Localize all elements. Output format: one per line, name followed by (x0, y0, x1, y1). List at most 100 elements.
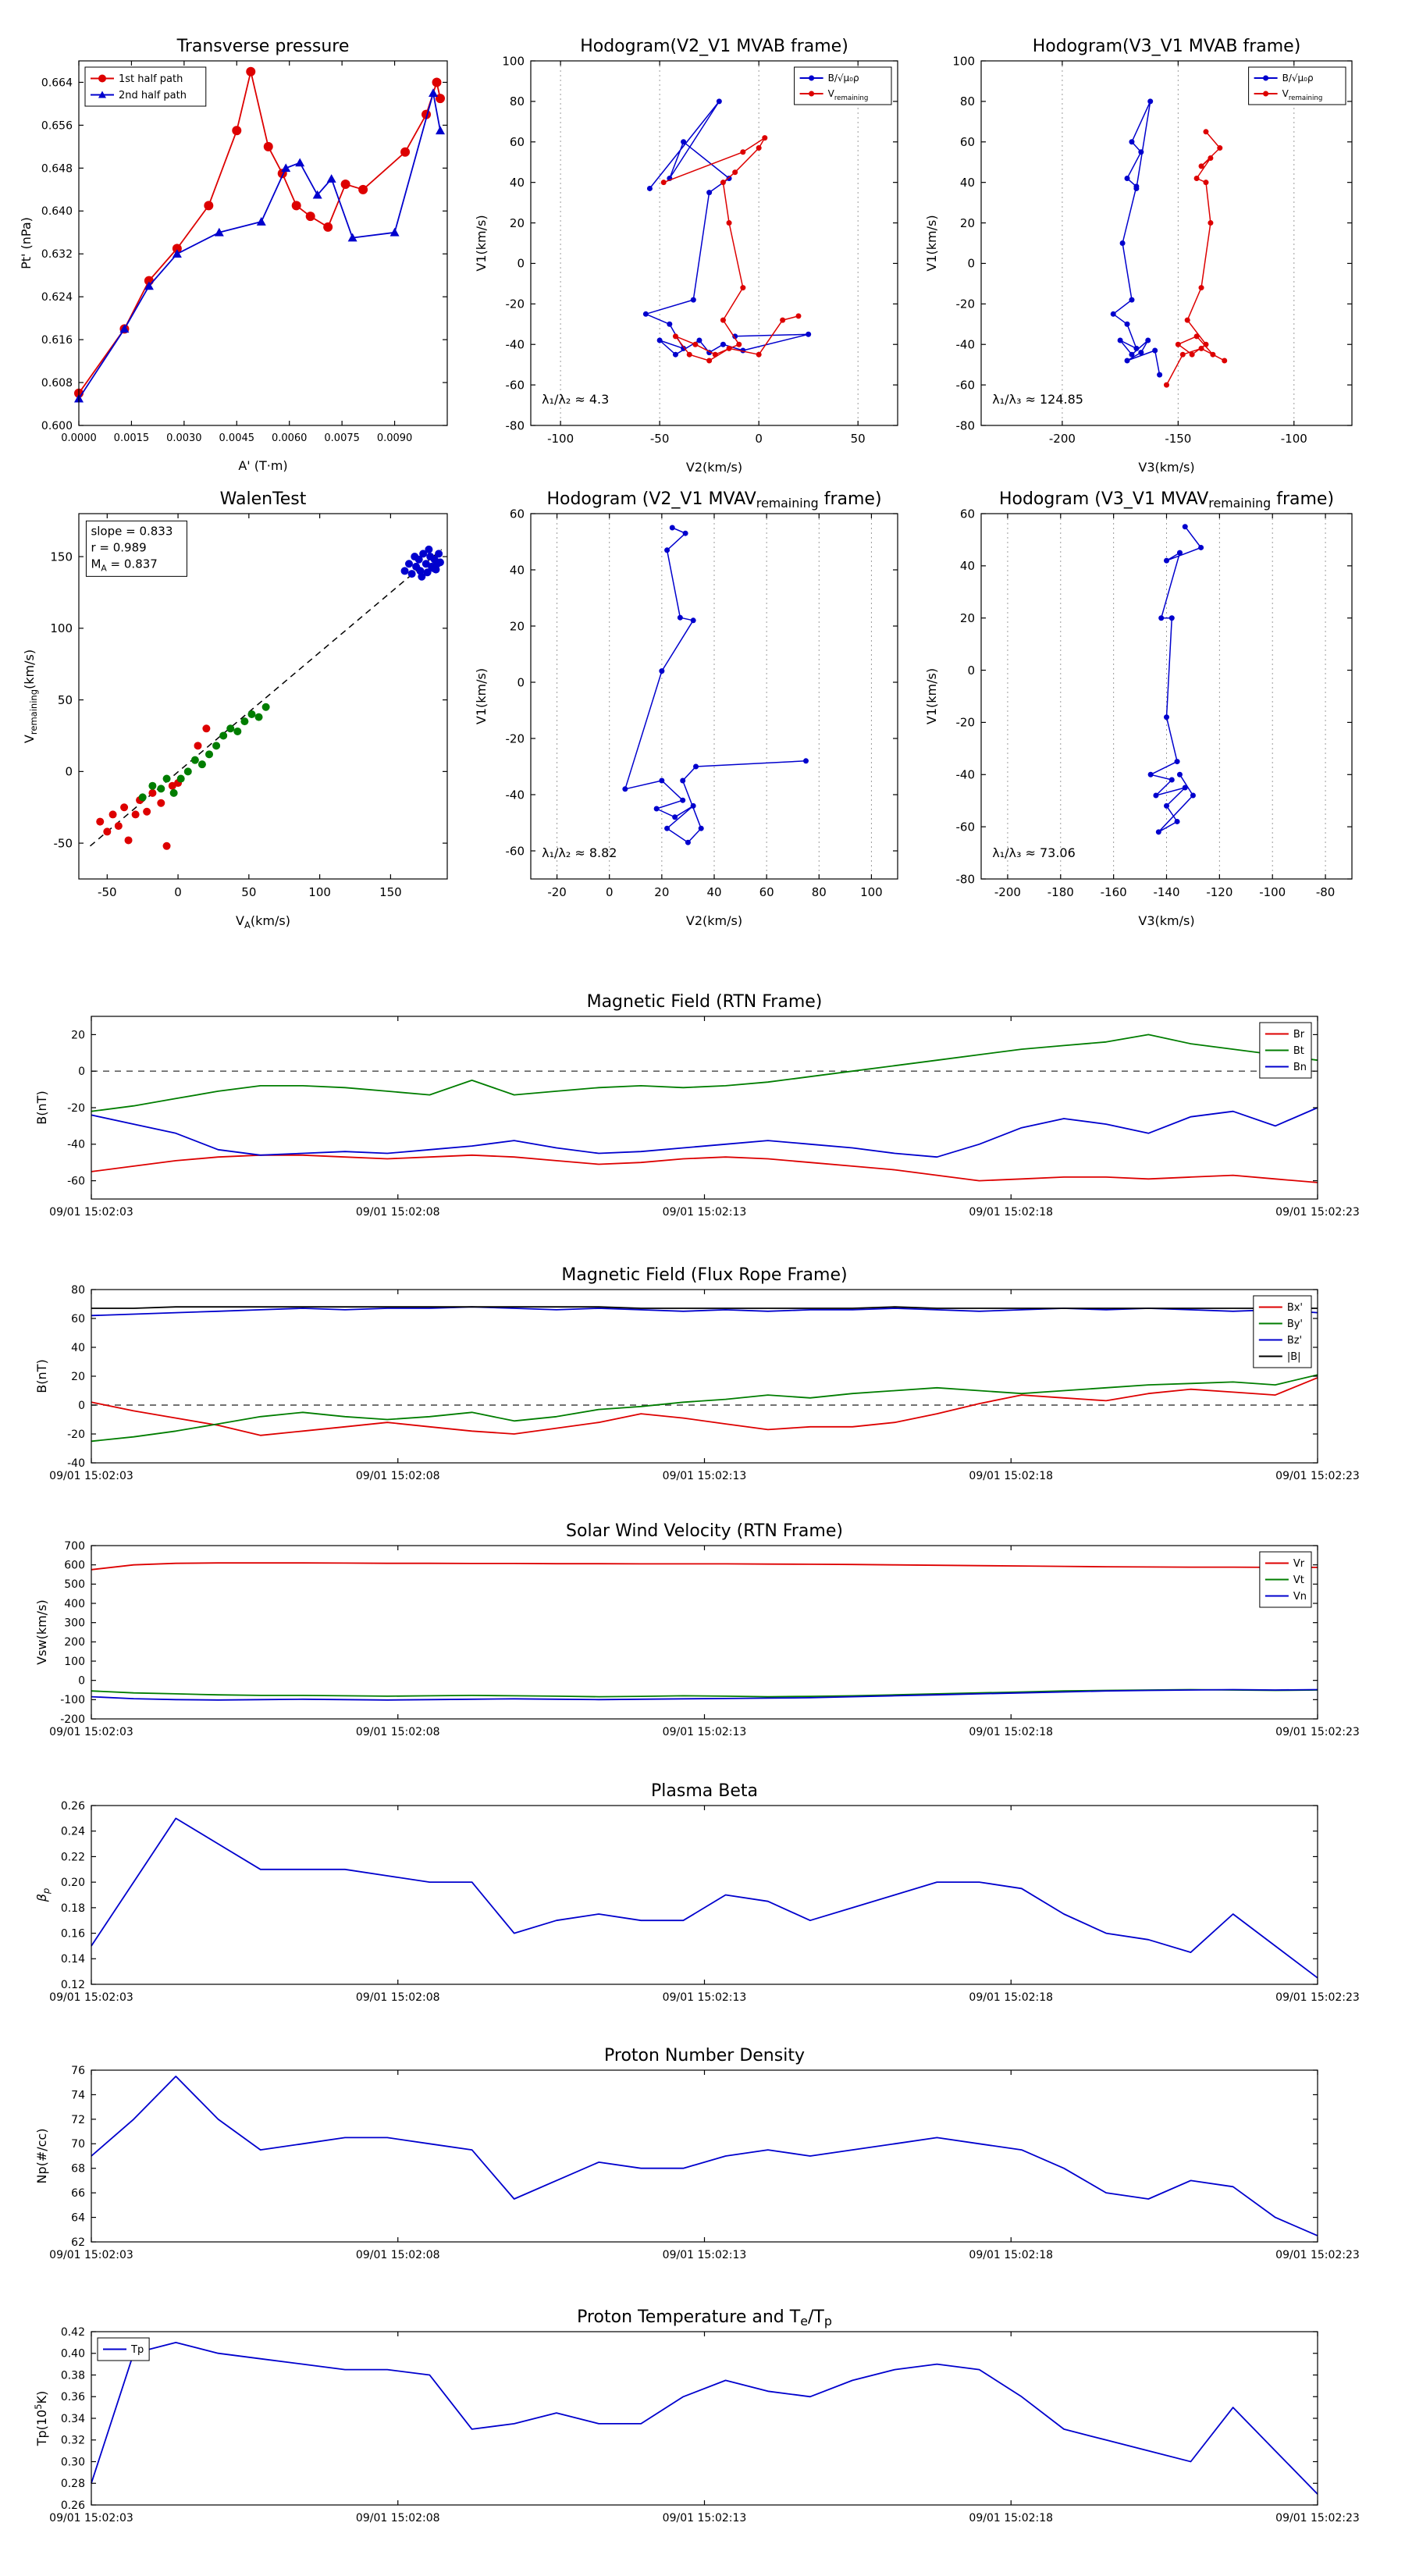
svg-text:0: 0 (78, 1066, 85, 1078)
svg-text:100: 100 (502, 54, 525, 68)
svg-text:Hodogram (V2_V1 MVAVremaining: Hodogram (V2_V1 MVAVremaining frame) (546, 489, 881, 511)
svg-text:B/√μ₀ρ: B/√μ₀ρ (828, 73, 859, 84)
svg-text:09/01 15:02:13: 09/01 15:02:13 (663, 2512, 747, 2524)
chart-hodogram-v3v1-mvav: -200 -180 -160 -140 -120 -100 -80 -80 -60 -40 -20 0… (917, 467, 1359, 957)
svg-text:40: 40 (510, 563, 525, 577)
svg-text:09/01 15:02:23: 09/01 15:02:23 (1275, 1206, 1360, 1219)
svg-text:0.28: 0.28 (61, 2478, 85, 2490)
svg-text:20: 20 (960, 216, 975, 230)
chart-plasma-beta: 09/01 15:02:03 09/01 15:02:08 09/01 15:02:… (20, 1774, 1382, 2036)
svg-text:-20: -20 (956, 297, 976, 311)
svg-text:50: 50 (58, 693, 73, 707)
svg-text:09/01 15:02:13: 09/01 15:02:13 (663, 1470, 747, 1482)
svg-text:0.600: 0.600 (41, 420, 73, 432)
svg-text:100: 100 (952, 54, 975, 68)
svg-text:09/01 15:02:23: 09/01 15:02:23 (1275, 2249, 1360, 2261)
svg-text:50: 50 (851, 432, 866, 446)
svg-text:0.624: 0.624 (41, 291, 73, 304)
hodogram-v2v1-mvab-canvas: -100 -50 0 50 -80 -60 -40 -20 0 20 40 60 80 100 Hodogr… (474, 37, 898, 475)
svg-text:0: 0 (517, 257, 525, 271)
svg-text:Bt: Bt (1293, 1045, 1304, 1057)
svg-text:1st half path: 1st half path (119, 73, 183, 85)
svg-text:0.42: 0.42 (61, 2326, 85, 2339)
svg-text:40: 40 (960, 176, 975, 190)
svg-text:20: 20 (654, 885, 669, 899)
svg-text:-200: -200 (1049, 432, 1076, 446)
svg-text:500: 500 (64, 1578, 85, 1591)
svg-text:09/01 15:02:08: 09/01 15:02:08 (356, 2512, 440, 2524)
svg-text:09/01 15:02:23: 09/01 15:02:23 (1275, 2512, 1360, 2524)
svg-text:100: 100 (860, 885, 883, 899)
svg-text:-20: -20 (67, 1429, 85, 1441)
svg-text:Pt' (nPa): Pt' (nPa) (19, 217, 34, 269)
svg-text:-150: -150 (1165, 432, 1191, 446)
svg-text:20: 20 (71, 1029, 85, 1041)
proton-number-density-canvas: 09/01 15:02:03 09/01 15:02:08 09/01 15:02:… (34, 2046, 1360, 2261)
chart-hodogram-v3v1-mvab: -200 -150 -100 -80 -60 -40 -20 0 20 40 60 80 100 Hodo… (917, 14, 1359, 500)
svg-text:λ₁/λ₃ ≈ 124.85: λ₁/λ₃ ≈ 124.85 (992, 392, 1083, 407)
svg-text:-80: -80 (1316, 885, 1336, 899)
svg-text:40: 40 (510, 176, 525, 190)
svg-text:09/01 15:02:18: 09/01 15:02:18 (969, 2249, 1053, 2261)
svg-text:0.14: 0.14 (61, 1953, 85, 1966)
svg-text:Np(#/cc): Np(#/cc) (34, 2129, 49, 2184)
svg-text:50: 50 (241, 885, 256, 899)
svg-text:-20: -20 (547, 885, 567, 899)
svg-text:0.24: 0.24 (61, 1826, 85, 1838)
svg-text:0: 0 (606, 885, 614, 899)
svg-text:Vt: Vt (1293, 1574, 1304, 1586)
svg-text:-80: -80 (956, 418, 976, 432)
svg-text:-20: -20 (506, 731, 525, 745)
svg-text:0: 0 (78, 1400, 85, 1412)
svg-text:20: 20 (71, 1371, 85, 1383)
svg-text:0: 0 (78, 1675, 85, 1688)
svg-text:-40: -40 (67, 1139, 85, 1151)
svg-text:0.16: 0.16 (61, 1927, 85, 1940)
walen-test-canvas: -50 0 50 100 150 -50 0 50 100 150 WalenTest VA(km/s… (22, 489, 448, 930)
svg-text:-40: -40 (67, 1457, 85, 1470)
svg-text:20: 20 (960, 611, 975, 625)
svg-text:09/01 15:02:03: 09/01 15:02:03 (49, 1726, 133, 1738)
svg-text:-100: -100 (547, 432, 574, 446)
svg-text:Hodogram (V3_V1 MVAVremaining: Hodogram (V3_V1 MVAVremaining frame) (999, 489, 1334, 511)
svg-text:-20: -20 (67, 1102, 85, 1115)
svg-text:0.0030: 0.0030 (166, 432, 202, 444)
svg-text:68: 68 (71, 2163, 85, 2176)
svg-text:09/01 15:02:08: 09/01 15:02:08 (356, 1991, 440, 2004)
svg-text:60: 60 (510, 507, 525, 521)
svg-text:Plasma Beta: Plasma Beta (651, 1781, 758, 1801)
svg-text:09/01 15:02:03: 09/01 15:02:03 (49, 2249, 133, 2261)
svg-text:-50: -50 (98, 885, 117, 899)
svg-text:0: 0 (174, 885, 182, 899)
svg-text:100: 100 (64, 1656, 85, 1668)
svg-text:2nd half path: 2nd half path (119, 90, 187, 101)
svg-text:B(nT): B(nT) (34, 1359, 49, 1393)
svg-text:09/01 15:02:18: 09/01 15:02:18 (969, 1726, 1053, 1738)
svg-text:B/√μ₀ρ: B/√μ₀ρ (1282, 73, 1314, 84)
svg-text:0.40: 0.40 (61, 2348, 85, 2361)
svg-text:09/01 15:02:03: 09/01 15:02:03 (49, 2512, 133, 2524)
svg-text:62: 62 (71, 2236, 85, 2249)
svg-text:-200: -200 (60, 1713, 85, 1726)
svg-text:09/01 15:02:03: 09/01 15:02:03 (49, 1470, 133, 1482)
svg-text:09/01 15:02:18: 09/01 15:02:18 (969, 2512, 1053, 2524)
svg-text:0.20: 0.20 (61, 1877, 85, 1889)
svg-text:r = 0.989: r = 0.989 (91, 540, 146, 554)
svg-text:40: 40 (71, 1342, 85, 1354)
svg-text:09/01 15:02:03: 09/01 15:02:03 (49, 1991, 133, 2004)
svg-text:72: 72 (71, 2114, 85, 2126)
svg-text:-40: -40 (956, 337, 976, 351)
svg-text:20: 20 (510, 216, 525, 230)
svg-text:Tp: Tp (130, 2344, 144, 2356)
chart-hodogram-v2v1-mvav: -20 0 20 40 60 80 100 -60 -40 -20 0 20 40 60 Hodogram … (467, 467, 905, 957)
svg-text:-80: -80 (956, 872, 976, 886)
svg-text:-120: -120 (1206, 885, 1232, 899)
svg-text:0.656: 0.656 (41, 119, 73, 132)
svg-text:0: 0 (517, 675, 525, 689)
svg-text:Proton Number Density: Proton Number Density (604, 2046, 805, 2065)
svg-text:09/01 15:02:18: 09/01 15:02:18 (969, 1991, 1053, 2004)
svg-text:Bn: Bn (1293, 1062, 1307, 1073)
svg-text:200: 200 (64, 1636, 85, 1649)
svg-text:-60: -60 (506, 844, 525, 858)
svg-text:150: 150 (50, 550, 73, 564)
